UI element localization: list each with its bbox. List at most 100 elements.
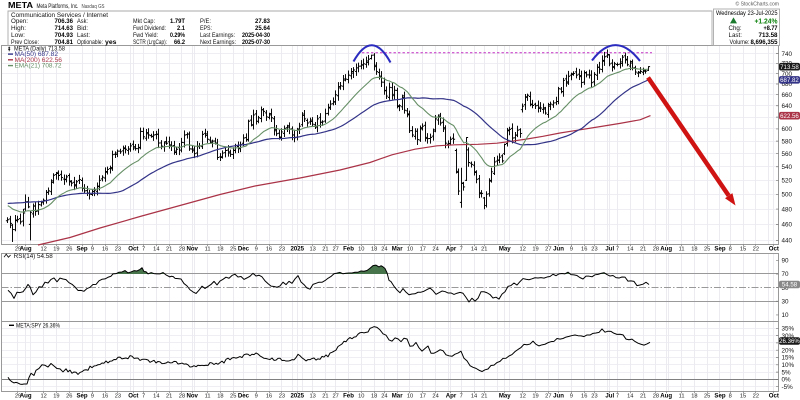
svg-text:560: 560: [782, 151, 793, 158]
svg-text:25: 25: [230, 246, 236, 252]
svg-text:740: 740: [782, 51, 793, 58]
svg-text:19: 19: [532, 393, 538, 399]
svg-text:yes: yes: [105, 39, 117, 46]
svg-text:EMA(21) 708.72: EMA(21) 708.72: [15, 63, 63, 70]
svg-text:13: 13: [309, 393, 315, 399]
svg-text:9: 9: [91, 393, 94, 399]
svg-text:29: 29: [15, 393, 21, 399]
svg-text:16: 16: [266, 246, 272, 252]
svg-text:15%: 15%: [782, 355, 795, 362]
svg-text:Sep: Sep: [714, 245, 725, 252]
svg-text:25: 25: [704, 393, 710, 399]
svg-text:90: 90: [782, 258, 790, 265]
svg-text:Mar: Mar: [392, 392, 403, 399]
svg-text:Meta Platforms, Inc.: Meta Platforms, Inc.: [37, 3, 79, 10]
svg-text:Jul: Jul: [605, 245, 614, 252]
svg-text:25.64: 25.64: [255, 25, 270, 32]
svg-text:+1.24%: +1.24%: [755, 18, 778, 25]
svg-text:30: 30: [782, 298, 790, 305]
svg-text:8: 8: [729, 246, 732, 252]
svg-text:687.82: 687.82: [780, 77, 799, 84]
svg-text:21: 21: [640, 246, 646, 252]
svg-text:10: 10: [407, 393, 413, 399]
svg-text:Volume:: Volume:: [730, 39, 750, 46]
svg-text:Oct: Oct: [769, 245, 779, 252]
svg-text:28: 28: [179, 246, 185, 252]
svg-text:704.93: 704.93: [55, 32, 74, 39]
svg-text:EPS:: EPS:: [200, 25, 212, 32]
svg-text:25: 25: [230, 393, 236, 399]
svg-text:21: 21: [166, 393, 172, 399]
svg-text:9: 9: [570, 393, 573, 399]
svg-text:0%: 0%: [782, 377, 792, 384]
svg-text:2025: 2025: [290, 392, 304, 399]
svg-text:Feb: Feb: [343, 245, 354, 252]
svg-text:8: 8: [729, 393, 732, 399]
svg-text:21: 21: [640, 393, 646, 399]
svg-text:Optionable:: Optionable:: [77, 39, 103, 46]
svg-text:Jul: Jul: [605, 392, 614, 399]
svg-text:12: 12: [520, 393, 526, 399]
svg-text:18: 18: [217, 246, 223, 252]
svg-text:+8.77: +8.77: [764, 25, 778, 32]
svg-text:14: 14: [153, 246, 159, 252]
svg-text:10: 10: [358, 246, 364, 252]
svg-text:704.81: 704.81: [55, 39, 74, 46]
svg-text:Low:: Low:: [11, 32, 25, 39]
svg-text:23: 23: [115, 246, 121, 252]
svg-text:13: 13: [309, 246, 315, 252]
svg-text:Dec: Dec: [238, 245, 250, 252]
svg-text:19: 19: [53, 246, 59, 252]
svg-text:16: 16: [102, 246, 108, 252]
svg-text:680: 680: [782, 81, 793, 88]
svg-text:Dec: Dec: [238, 392, 250, 399]
svg-text:26: 26: [66, 393, 72, 399]
svg-text:2025-04-30: 2025-04-30: [242, 32, 270, 39]
svg-text:10: 10: [358, 393, 364, 399]
svg-text:27: 27: [333, 393, 339, 399]
svg-text:480: 480: [782, 206, 793, 213]
svg-text:714.63: 714.63: [55, 25, 74, 32]
svg-text:22: 22: [753, 246, 759, 252]
svg-text:580: 580: [782, 138, 793, 145]
svg-text:Bid:: Bid:: [77, 25, 88, 32]
svg-text:14: 14: [471, 393, 477, 399]
svg-text:700: 700: [782, 71, 793, 78]
svg-text:Prev Close:: Prev Close:: [11, 39, 39, 46]
svg-text:Nov: Nov: [186, 392, 198, 399]
svg-text:14: 14: [627, 393, 633, 399]
svg-text:Sep: Sep: [714, 392, 725, 399]
svg-text:17: 17: [420, 246, 426, 252]
svg-text:© StockCharts.com: © StockCharts.com: [736, 1, 780, 8]
svg-text:23: 23: [115, 393, 121, 399]
svg-text:22: 22: [753, 393, 759, 399]
svg-text:8,696,355: 8,696,355: [751, 39, 779, 46]
svg-text:27: 27: [333, 246, 339, 252]
svg-text:500: 500: [782, 192, 793, 199]
svg-text:28: 28: [179, 393, 185, 399]
svg-text:29: 29: [15, 246, 21, 252]
svg-text:Aug: Aug: [660, 245, 672, 252]
svg-text:26.36%: 26.36%: [779, 338, 800, 345]
svg-text:15: 15: [740, 393, 746, 399]
svg-text:Sep: Sep: [76, 245, 87, 252]
svg-text:21: 21: [322, 393, 328, 399]
svg-text:21: 21: [322, 246, 328, 252]
svg-text:Wednesday 23-Jul-2025: Wednesday 23-Jul-2025: [716, 10, 778, 17]
svg-text:Last:: Last:: [77, 32, 90, 39]
svg-text:1.79T: 1.79T: [170, 18, 185, 25]
svg-text:713.58: 713.58: [780, 64, 799, 71]
svg-text:600: 600: [782, 126, 793, 133]
svg-text:7: 7: [142, 246, 145, 252]
svg-text:16: 16: [581, 393, 587, 399]
svg-text:META: META: [8, 0, 33, 10]
svg-text:META (Daily) 713.58: META (Daily) 713.58: [14, 45, 66, 52]
svg-text:Nasdaq GS: Nasdaq GS: [82, 4, 105, 10]
svg-text:11: 11: [679, 246, 685, 252]
svg-text:28: 28: [653, 393, 659, 399]
svg-text:24: 24: [432, 246, 438, 252]
svg-text:21: 21: [481, 393, 487, 399]
svg-text:May: May: [499, 392, 511, 399]
svg-text:23: 23: [279, 393, 285, 399]
svg-text:18: 18: [371, 393, 377, 399]
